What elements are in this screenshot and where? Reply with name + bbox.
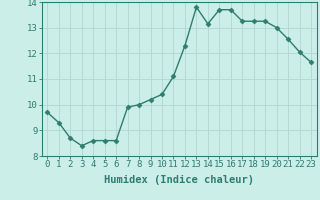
X-axis label: Humidex (Indice chaleur): Humidex (Indice chaleur) <box>104 175 254 185</box>
